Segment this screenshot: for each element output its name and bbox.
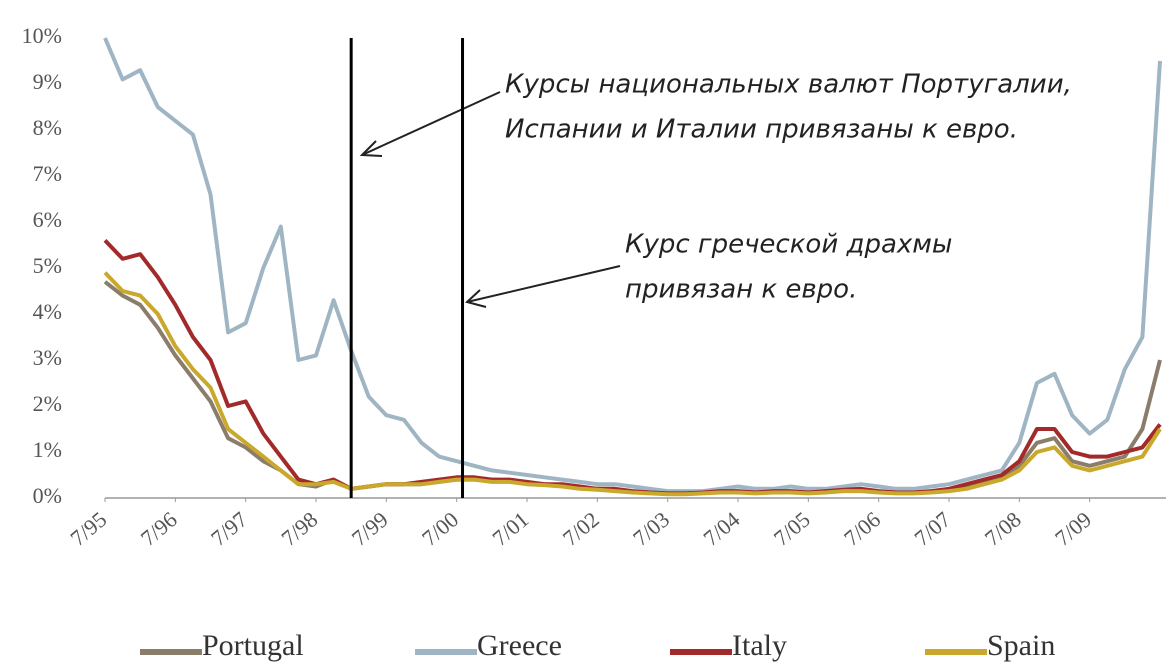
legend-label: Spain xyxy=(987,629,1055,662)
legend-label: Italy xyxy=(732,629,787,662)
x-tick-label: 7/95 xyxy=(65,507,111,551)
x-tick-label: 7/98 xyxy=(276,507,322,551)
y-tick-label: 10% xyxy=(22,23,62,48)
arrow-head xyxy=(464,289,487,308)
x-tick-label: 7/99 xyxy=(347,507,393,551)
series-line xyxy=(103,37,1162,494)
x-tick-label: 7/07 xyxy=(909,507,955,551)
y-tick-label: 0% xyxy=(33,483,62,508)
annotation: Курс греческой драхмы xyxy=(625,230,952,260)
x-tick-label: 7/97 xyxy=(206,507,252,551)
x-tick-label: 7/09 xyxy=(1050,507,1096,551)
y-tick-label: 6% xyxy=(33,207,62,232)
x-tick-label: 7/00 xyxy=(417,507,463,551)
legend-label: Greece xyxy=(477,629,562,662)
x-tick-label: 7/06 xyxy=(839,507,885,551)
arrow xyxy=(466,265,621,303)
x-tick-label: 7/08 xyxy=(980,507,1026,551)
y-tick-label: 7% xyxy=(33,161,62,186)
x-tick-label: 7/96 xyxy=(136,507,182,551)
x-tick-label: 7/04 xyxy=(698,507,744,551)
y-tick-label: 8% xyxy=(33,115,62,140)
x-tick-label: 7/03 xyxy=(628,507,674,551)
x-tick-label: 7/05 xyxy=(769,507,815,551)
series-line xyxy=(103,280,1162,496)
arrow xyxy=(361,91,501,156)
y-tick-label: 5% xyxy=(33,253,62,278)
legend-label: Portugal xyxy=(202,629,304,662)
x-tick-label: 7/01 xyxy=(487,507,533,551)
annotation: привязан к евро. xyxy=(625,275,857,305)
y-tick-label: 2% xyxy=(33,391,62,416)
x-tick-label: 7/02 xyxy=(558,507,604,551)
annotation: Курсы национальных валют Португалии, xyxy=(505,70,1072,100)
series-line xyxy=(103,271,1162,497)
y-tick-label: 3% xyxy=(33,345,62,370)
y-tick-label: 1% xyxy=(33,437,62,462)
y-tick-label: 4% xyxy=(33,299,62,324)
arrow-head xyxy=(359,140,383,157)
annotation: Испании и Италии привязаны к евро. xyxy=(505,115,1018,145)
y-tick-label: 9% xyxy=(33,69,62,94)
